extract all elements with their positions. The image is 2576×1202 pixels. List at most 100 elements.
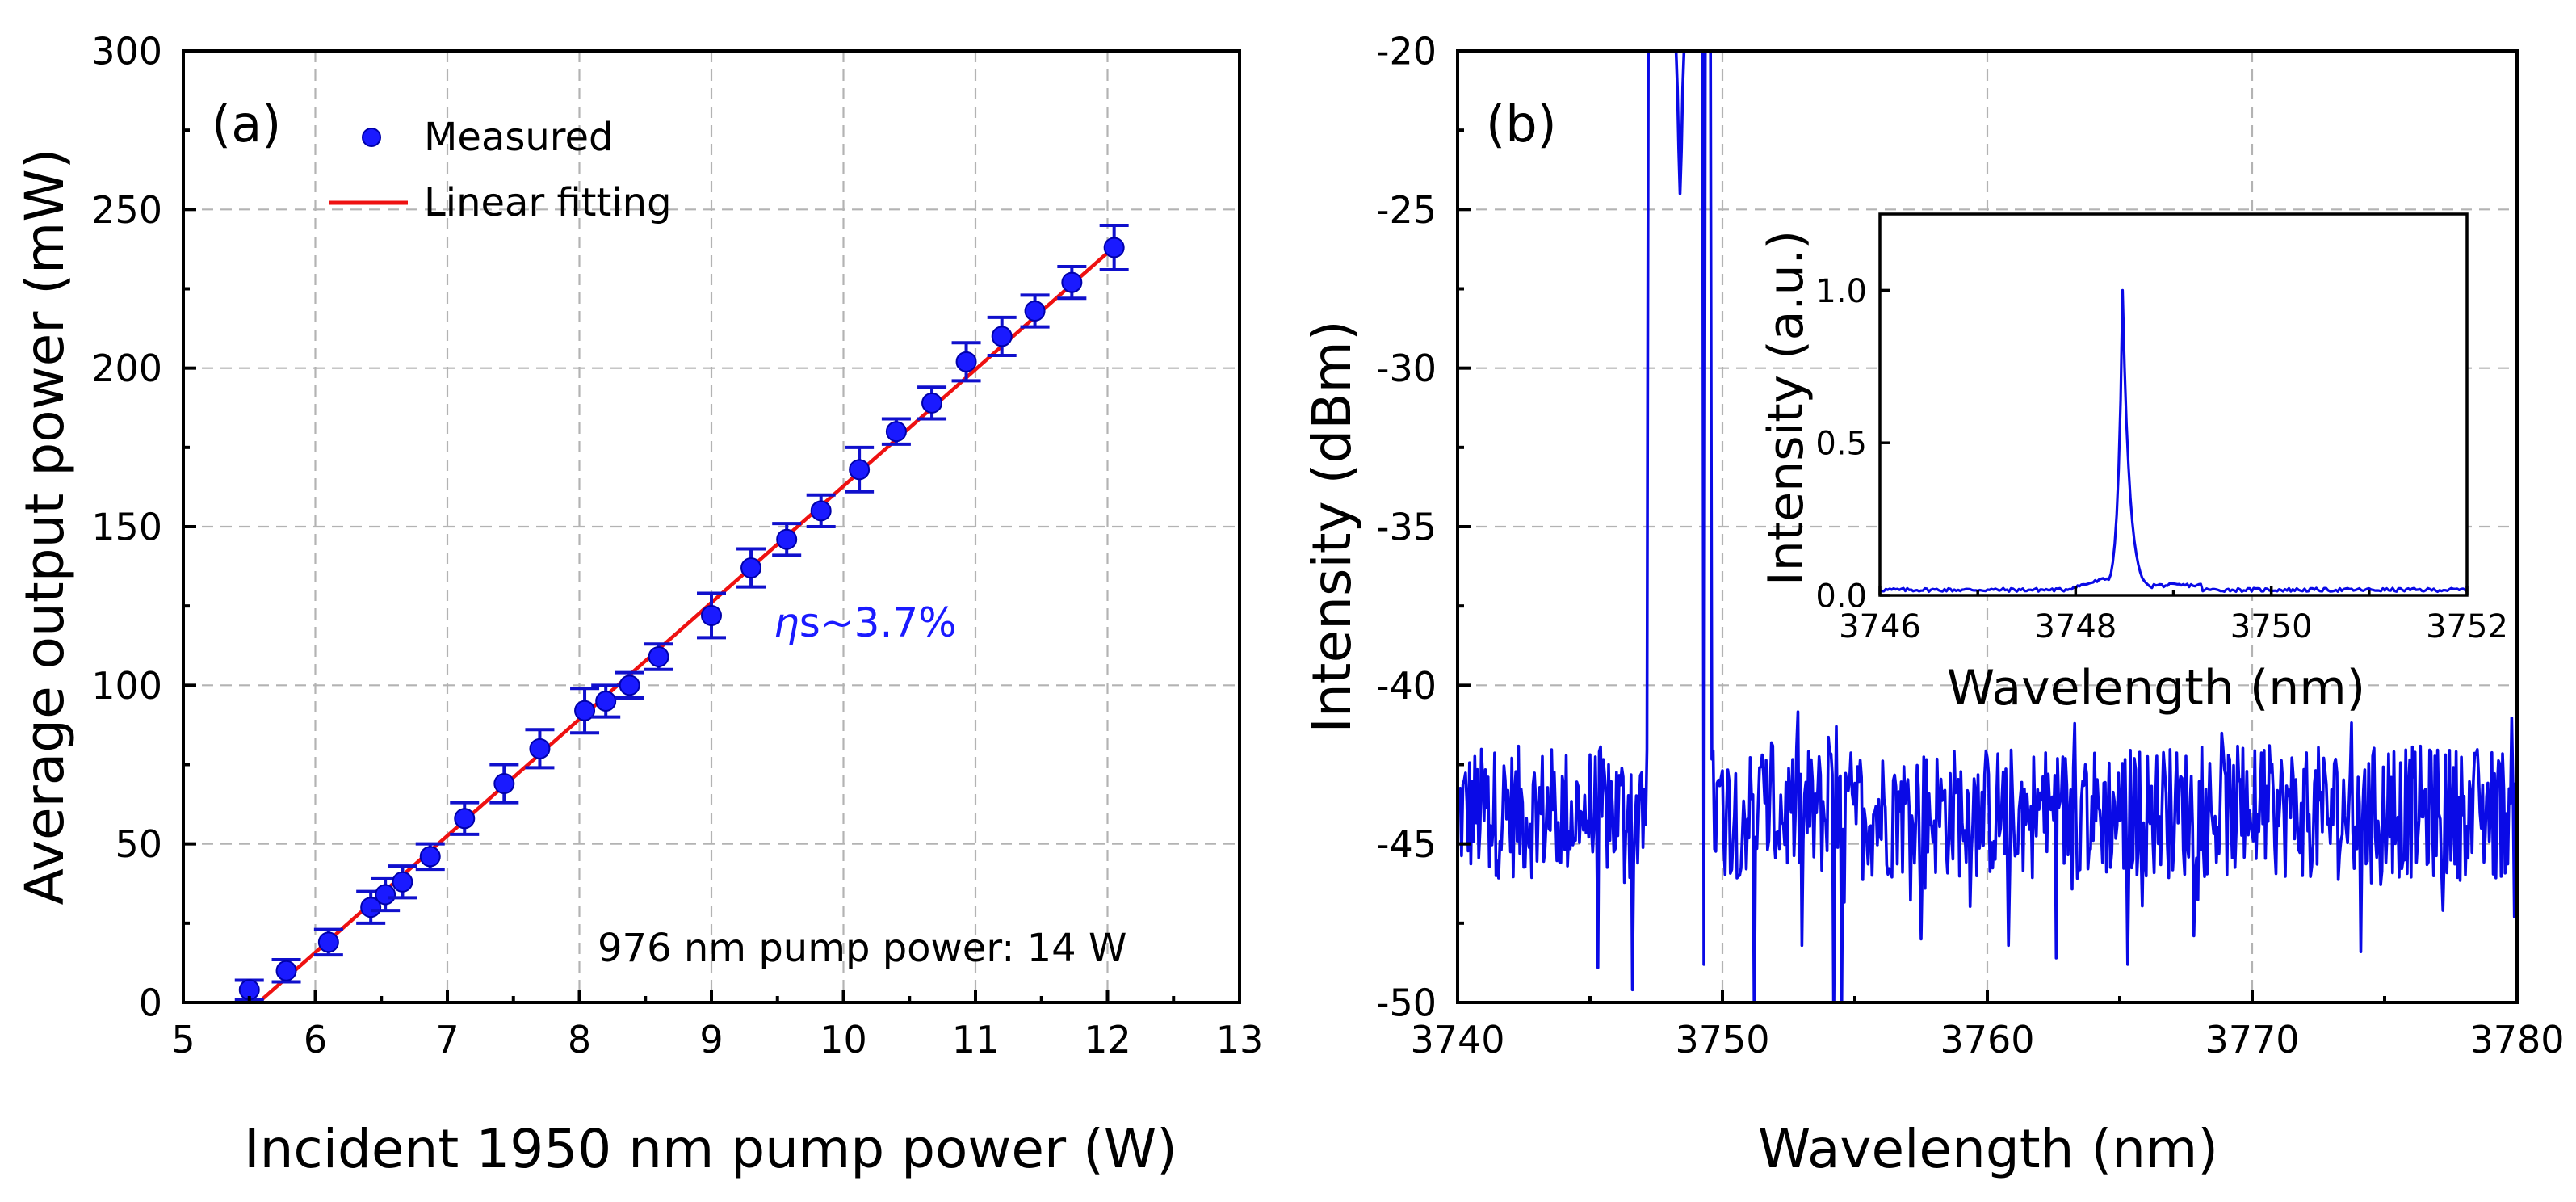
measured-point xyxy=(736,547,766,589)
x-tick-label: 3748 xyxy=(2034,608,2117,645)
measured-marker xyxy=(740,557,762,579)
measured-marker xyxy=(275,960,297,981)
y-tick-label: -35 xyxy=(1376,506,1437,549)
measured-marker xyxy=(776,528,798,550)
measured-point xyxy=(525,728,555,770)
x-tick-label: 13 xyxy=(1216,1018,1264,1061)
measured-marker xyxy=(317,931,339,953)
x-tick-label: 6 xyxy=(304,1018,327,1061)
slope-efficiency-annotation: ηs~3.7% xyxy=(774,599,957,646)
measured-point xyxy=(271,957,301,984)
measured-marker xyxy=(454,808,476,830)
x-tick-label: 3770 xyxy=(2205,1018,2299,1061)
measured-point xyxy=(1057,265,1087,300)
measured-marker xyxy=(1061,271,1083,293)
measured-marker xyxy=(392,871,413,893)
measured-point xyxy=(450,801,480,836)
measured-marker xyxy=(955,351,977,372)
y-tick-label: 150 xyxy=(91,506,162,549)
x-tick-label: 3746 xyxy=(1839,608,1921,645)
measured-marker xyxy=(360,897,382,918)
y-tick-label: -30 xyxy=(1376,347,1437,390)
x-tick-label: 3780 xyxy=(2469,1018,2564,1061)
panel-b-ticks: 3740 3750 3760 3770 3780 -50 -45 -40 -35 -30 -25 -2… xyxy=(1376,30,2565,1061)
x-tick-label: 3760 xyxy=(1940,1018,2034,1061)
measured-point xyxy=(388,864,417,900)
panel-b-ylabel: Intensity (dBm) xyxy=(1301,320,1363,733)
measured-marker xyxy=(574,700,596,721)
measured-point xyxy=(881,417,911,446)
measured-marker xyxy=(375,884,396,906)
inset-ylabel: Intensity (a.u.) xyxy=(1758,230,1815,586)
y-tick-label: 50 xyxy=(115,822,162,866)
measured-point xyxy=(615,670,644,700)
spectrum-line xyxy=(1458,51,2517,1002)
measured-point xyxy=(570,687,600,735)
measured-point xyxy=(987,315,1017,357)
measured-marker xyxy=(921,392,943,414)
measured-point xyxy=(806,493,836,528)
inset-background xyxy=(1880,214,2467,595)
measured-point xyxy=(772,522,802,557)
panel-a-chart: 5 6 7 8 9 10 11 12 13 0 50 100 150 200 250 300 (a) Meas… xyxy=(14,30,1263,1180)
measured-marker xyxy=(849,459,871,481)
y-tick-label: -40 xyxy=(1376,664,1437,708)
panel-b-inset: 3746 3748 3750 3752 0.0 0.5 1.0 Wavelength (nm… xyxy=(1758,212,2508,717)
measured-point xyxy=(697,591,726,640)
measured-point xyxy=(313,927,343,957)
y-tick-label: -50 xyxy=(1376,981,1437,1025)
x-tick-label: 12 xyxy=(1084,1018,1131,1061)
measured-point xyxy=(917,385,947,421)
x-tick-label: 3740 xyxy=(1410,1018,1504,1061)
measured-point xyxy=(489,763,519,805)
y-tick-label: -20 xyxy=(1376,30,1437,74)
measured-marker xyxy=(885,421,907,443)
measured-point xyxy=(951,341,981,383)
y-tick-label: 0.5 xyxy=(1815,426,1867,463)
measured-point xyxy=(591,683,621,719)
x-tick-label: 5 xyxy=(171,1018,195,1061)
legend-measured-label: Measured xyxy=(424,115,613,160)
x-tick-label: 9 xyxy=(699,1018,723,1061)
panel-b-xlabel: Wavelength (nm) xyxy=(1758,1118,2218,1180)
y-tick-label: 250 xyxy=(91,188,162,232)
measured-marker xyxy=(529,738,551,759)
measured-marker xyxy=(991,326,1013,347)
x-tick-label: 3750 xyxy=(2230,608,2313,645)
inset-ticks: 3746 3748 3750 3752 0.0 0.5 1.0 xyxy=(1815,273,2508,645)
measured-point xyxy=(1020,293,1050,329)
pump-power-note: 976 nm pump power: 14 W xyxy=(598,926,1126,971)
inset-xlabel: Wavelength (nm) xyxy=(1947,660,2365,717)
measured-marker xyxy=(810,500,832,522)
x-tick-label: 11 xyxy=(952,1018,1000,1061)
x-tick-label: 3750 xyxy=(1675,1018,1769,1061)
y-tick-label: 0 xyxy=(139,981,162,1025)
x-tick-label: 8 xyxy=(568,1018,591,1061)
measured-marker xyxy=(1024,300,1046,322)
measured-point xyxy=(415,842,445,872)
x-tick-label: 10 xyxy=(820,1018,867,1061)
measured-marker xyxy=(701,604,722,626)
measured-point xyxy=(845,445,875,494)
measured-marker xyxy=(595,690,617,712)
y-tick-label: -25 xyxy=(1376,188,1437,232)
panel-a-ylabel: Average output power (mW) xyxy=(14,149,76,906)
panel-b-label: (b) xyxy=(1486,95,1557,153)
legend-measured-marker xyxy=(362,128,381,147)
y-tick-label: -45 xyxy=(1376,822,1437,866)
panel-a-points xyxy=(234,223,1129,1002)
panel-a-grid xyxy=(183,51,1240,1002)
measured-point xyxy=(1099,223,1129,271)
measured-marker xyxy=(619,675,640,696)
legend-fit-label: Linear fitting xyxy=(424,180,672,225)
panel-a-ticks: 5 6 7 8 9 10 11 12 13 0 50 100 150 200 250 300 xyxy=(91,30,1263,1061)
measured-marker xyxy=(419,846,441,868)
panel-b-chart: 3740 3750 3760 3770 3780 -50 -45 -40 -35 -30 -25 -2… xyxy=(1301,30,2565,1180)
y-tick-label: 100 xyxy=(91,664,162,708)
panel-a-label: (a) xyxy=(212,95,281,153)
measured-marker xyxy=(648,645,669,667)
measured-marker xyxy=(1103,237,1125,258)
panel-b-spectrum-layer xyxy=(1458,51,2517,1002)
x-tick-label: 7 xyxy=(435,1018,459,1061)
